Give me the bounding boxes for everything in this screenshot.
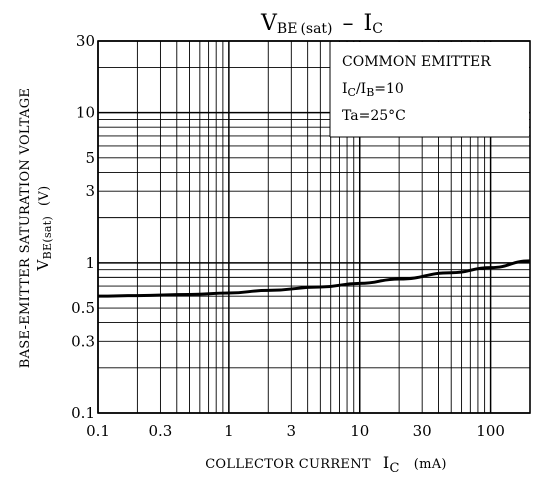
x-axis-label: COLLECTOR CURRENT IC (mA) [205, 453, 447, 476]
y-tick-label: 30 [76, 32, 95, 50]
x-tick-label: 10 [350, 422, 369, 440]
y-tick-labels: 30 10 5 3 1 0.5 0.3 0.1 [71, 32, 95, 422]
title-v: V [260, 11, 278, 36]
conditions-line-1: COMMON EMITTER [342, 54, 491, 70]
x-tick-label: 3 [287, 422, 297, 440]
conditions-line-2: IC/IB=10 [342, 81, 404, 99]
title-dash: – [343, 11, 354, 36]
x-tick-label: 1 [224, 422, 234, 440]
y-tick-label: 3 [85, 182, 95, 200]
conditions-box [330, 42, 529, 137]
y-tick-label: 5 [85, 149, 95, 167]
plot-frame [97, 40, 531, 414]
y-axis-label-line2: VBE(sat)(V) [34, 186, 54, 272]
x-tick-label: 30 [413, 422, 432, 440]
y-tick-label: 0.1 [71, 404, 95, 422]
x-axis-unit: (mA) [414, 457, 447, 472]
title-i-sub: C [372, 21, 383, 37]
title-paren: (sat) [300, 21, 332, 37]
y-tick-label: 1 [85, 254, 95, 272]
conditions-line-3: Ta=25°C [342, 108, 406, 124]
y-axis-label-line1: BASE-EMITTER SATURATION VOLTAGE [18, 88, 33, 368]
x-axis-symbol-sub: C [389, 461, 399, 476]
x-axis-label-text: COLLECTOR CURRENT [205, 457, 371, 472]
title-v-sub: BE [277, 21, 298, 37]
y-tick-label: 0.3 [71, 332, 95, 350]
x-tick-labels: 0.1 0.3 1 3 10 30 100 [86, 422, 505, 440]
y-tick-label: 0.5 [71, 299, 95, 317]
title-i: I [364, 11, 373, 36]
x-axis-symbol: I [383, 453, 390, 472]
series-curve [97, 259, 531, 298]
chart-title: VBE (sat) – IC [260, 11, 383, 37]
x-tick-label: 0.3 [149, 422, 173, 440]
y-tick-label: 10 [76, 104, 95, 122]
x-tick-label: 0.1 [86, 422, 110, 440]
x-tick-label: 100 [476, 422, 505, 440]
